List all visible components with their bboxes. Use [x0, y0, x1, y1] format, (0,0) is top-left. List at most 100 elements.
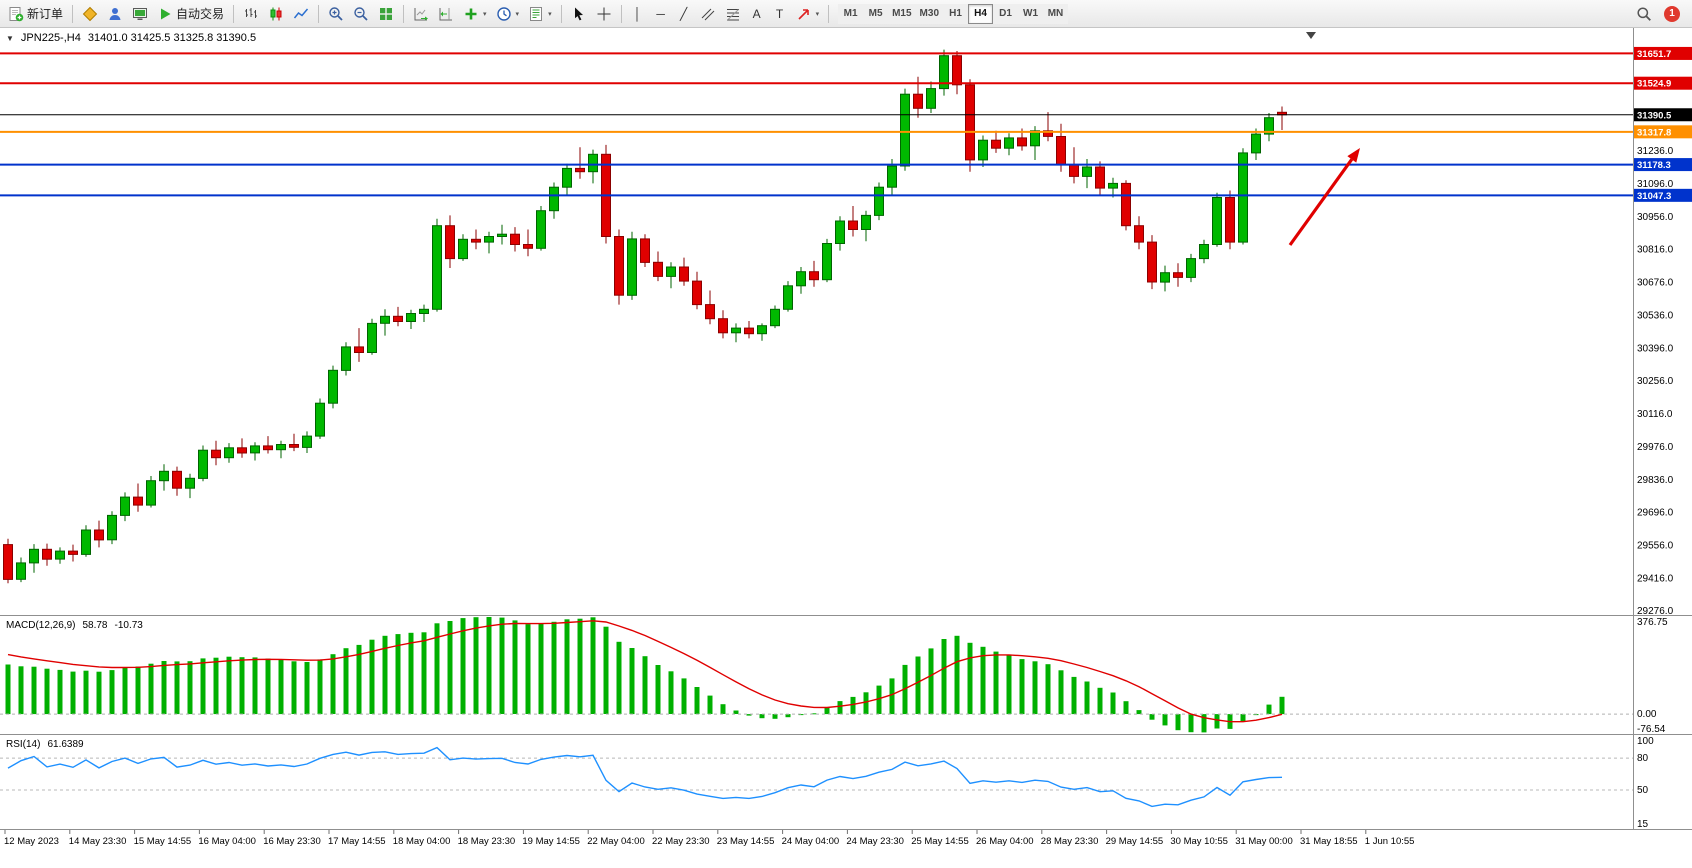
market-watch-icon: [82, 6, 98, 21]
macd-signal-line: [7, 620, 1283, 723]
new-order-icon: [9, 6, 24, 21]
text-tool-icon: A: [752, 6, 761, 21]
rsi-axis-labels: 100 80 50 15: [1637, 736, 1654, 830]
tf-w1-button[interactable]: W1: [1018, 3, 1043, 24]
notification-badge[interactable]: 1: [1664, 5, 1680, 22]
svg-text:29276.0: 29276.0: [1637, 606, 1674, 617]
text-tool[interactable]: A: [746, 3, 768, 25]
templates-button[interactable]: ▾: [524, 3, 556, 25]
label-tool[interactable]: T: [769, 3, 791, 25]
svg-text:50: 50: [1637, 785, 1649, 796]
svg-text:30676.0: 30676.0: [1637, 278, 1674, 289]
auto-scroll-button[interactable]: [409, 3, 433, 25]
indicators-button[interactable]: ▾: [459, 3, 491, 25]
chevron-down-icon: ▾: [515, 10, 520, 18]
horizontal-line-icon: ─: [656, 6, 665, 21]
arrows-tool[interactable]: ▾: [792, 3, 824, 25]
trend-arrow[interactable]: [1288, 148, 1360, 246]
svg-text:100: 100: [1637, 736, 1654, 747]
navigator-button[interactable]: [103, 3, 127, 25]
zoom-out-button[interactable]: [349, 3, 373, 25]
svg-text:16 May 23:30: 16 May 23:30: [263, 836, 321, 847]
toolbar-separator: [620, 4, 622, 23]
crosshair-button[interactable]: [592, 3, 616, 25]
tf-mn-button[interactable]: MN: [1043, 3, 1068, 24]
horizontal-line-tool[interactable]: ─: [650, 3, 672, 25]
chart-shift-button[interactable]: [434, 3, 458, 25]
periods-button[interactable]: ▾: [492, 3, 524, 25]
tile-windows-icon: [380, 7, 393, 20]
tf-m30-button[interactable]: M30: [915, 3, 943, 24]
svg-text:30396.0: 30396.0: [1637, 343, 1674, 354]
tf-m5-button[interactable]: M5: [863, 3, 889, 24]
panel-separators[interactable]: [0, 28, 1692, 830]
svg-text:1 Jun 10:55: 1 Jun 10:55: [1365, 836, 1415, 847]
svg-text:31524.9: 31524.9: [1637, 79, 1671, 90]
svg-text:30256.0: 30256.0: [1637, 376, 1674, 387]
price-level-lines[interactable]: [0, 52, 1633, 197]
terminal-button[interactable]: [128, 3, 152, 25]
tf-h1-button[interactable]: H1: [943, 3, 968, 24]
trendline-tool[interactable]: ╱: [673, 3, 695, 25]
svg-text:31 May 18:55: 31 May 18:55: [1300, 836, 1358, 847]
price-axis-badges: 31651.7 31524.9 31390.5 31317.8 31178.3 31047…: [1634, 46, 1692, 202]
chart-bars-button[interactable]: [239, 3, 263, 25]
rsi-level-lines: [0, 757, 1633, 791]
svg-text:30536.0: 30536.0: [1637, 310, 1674, 321]
channel-tool[interactable]: [696, 3, 720, 25]
line-chart-icon: [293, 8, 309, 18]
svg-text:30816.0: 30816.0: [1637, 245, 1674, 256]
svg-text:0.00: 0.00: [1637, 709, 1657, 720]
zoom-in-button[interactable]: [324, 3, 348, 25]
chart-canvas[interactable]: 31236.0 31096.0 30956.0 30816.0 30676.0 30536…: [0, 28, 1692, 868]
search-button[interactable]: [1632, 3, 1656, 25]
svg-text:31178.3: 31178.3: [1637, 160, 1671, 171]
autotrade-play-icon: [161, 8, 171, 19]
candlestick-series: [3, 49, 1287, 584]
new-order-button[interactable]: 新订单: [4, 3, 67, 25]
svg-text:26 May 04:00: 26 May 04:00: [976, 836, 1034, 847]
autotrade-label: 自动交易: [176, 7, 225, 21]
oneclick-expand-icon[interactable]: ▼: [6, 33, 14, 43]
svg-text:18 May 04:00: 18 May 04:00: [393, 836, 451, 847]
crosshair-icon: [597, 7, 611, 20]
tf-d1-button[interactable]: D1: [993, 3, 1018, 24]
svg-text:31390.5: 31390.5: [1637, 110, 1672, 121]
tf-h4-button[interactable]: H4: [968, 3, 993, 24]
navigator-icon: [109, 7, 121, 20]
tf-m15-button[interactable]: M15: [888, 3, 916, 24]
svg-text:28 May 23:30: 28 May 23:30: [1041, 836, 1099, 847]
cursor-button[interactable]: [567, 3, 591, 25]
tile-windows-button[interactable]: [374, 3, 398, 25]
autotrade-button[interactable]: 自动交易: [153, 3, 228, 25]
timeframe-group: M1 M5 M15 M30 H1 H4 D1 W1 MN: [838, 3, 1068, 24]
fibonacci-tool[interactable]: [721, 3, 745, 25]
chart-shift-icon: [439, 7, 453, 20]
macd-axis-labels: 376.75 0.00 -76.54: [1637, 617, 1668, 735]
svg-text:29416.0: 29416.0: [1637, 573, 1674, 584]
market-watch-button[interactable]: [78, 3, 102, 25]
svg-text:376.75: 376.75: [1637, 617, 1668, 628]
chart-shift-marker[interactable]: [1306, 32, 1316, 39]
svg-text:-76.54: -76.54: [1637, 724, 1666, 735]
chart-line-button[interactable]: [289, 3, 313, 25]
toolbar-separator: [828, 4, 830, 23]
svg-text:24 May 23:30: 24 May 23:30: [846, 836, 904, 847]
svg-text:12 May 2023: 12 May 2023: [4, 836, 59, 847]
svg-text:22 May 23:30: 22 May 23:30: [652, 836, 710, 847]
tf-m1-button[interactable]: M1: [838, 3, 864, 24]
cursor-icon: [574, 7, 583, 20]
svg-text:19 May 14:55: 19 May 14:55: [522, 836, 580, 847]
toolbar: 新订单 自动交易: [0, 0, 1692, 28]
svg-text:29556.0: 29556.0: [1637, 540, 1674, 551]
chevron-down-icon: ▾: [483, 10, 487, 18]
toolbar-right-group: 1: [1632, 3, 1688, 25]
vertical-line-tool[interactable]: │: [627, 3, 649, 25]
svg-text:31317.8: 31317.8: [1637, 127, 1671, 138]
svg-text:29976.0: 29976.0: [1637, 442, 1674, 453]
svg-text:29 May 14:55: 29 May 14:55: [1106, 836, 1164, 847]
svg-text:14 May 23:30: 14 May 23:30: [69, 836, 127, 847]
clock-icon: [496, 6, 511, 21]
chart-candles-button[interactable]: [264, 3, 288, 25]
svg-text:31236.0: 31236.0: [1637, 146, 1674, 157]
